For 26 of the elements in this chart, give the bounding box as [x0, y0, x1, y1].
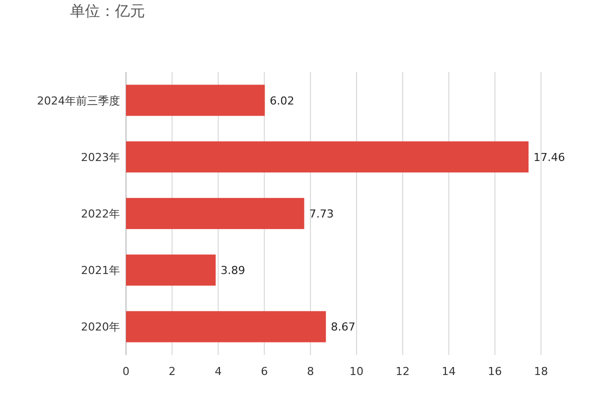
data-label: 7.73	[309, 208, 334, 220]
x-tick-label: 2	[168, 365, 176, 378]
y-tick-label: 2020年	[81, 320, 120, 334]
x-tick-label: 8	[306, 365, 314, 378]
y-tick-label: 2022年	[81, 208, 120, 220]
y-tick-label: 2023年	[81, 150, 120, 164]
bar	[126, 84, 265, 116]
data-label: 8.67	[330, 320, 356, 334]
x-tick-label: 16	[488, 365, 502, 378]
chart-title: 单位：亿元	[70, 2, 145, 20]
y-tick-label: 2024年前三季度	[37, 94, 120, 108]
x-tick-label: 10	[350, 365, 364, 378]
x-tick-label: 12	[396, 365, 410, 378]
bar	[126, 254, 216, 286]
data-label: 3.89	[220, 264, 246, 278]
bar	[126, 311, 326, 342]
x-tick-label: 18	[534, 365, 548, 378]
x-tick-label: 14	[442, 365, 456, 378]
x-tick-label: 6	[260, 365, 268, 378]
data-label: 6.02	[270, 94, 294, 108]
data-label: 17.46	[534, 150, 566, 164]
x-tick-label: 0	[122, 365, 130, 378]
y-tick-label: 2021年	[81, 264, 120, 278]
x-tick-label: 4	[214, 365, 222, 378]
bar	[126, 198, 304, 230]
bar	[126, 141, 529, 172]
